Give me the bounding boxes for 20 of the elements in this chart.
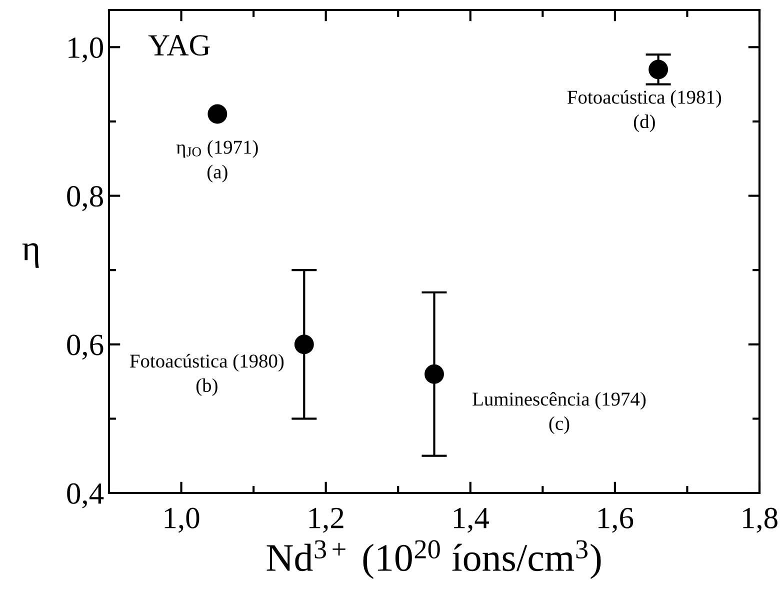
point xyxy=(648,60,668,80)
x-tick-label: 1,2 xyxy=(309,508,344,533)
x-tick-label: 1,0 xyxy=(164,508,200,533)
y-axis-title: η xyxy=(22,243,39,268)
point xyxy=(294,334,314,354)
y-tick-label: 0,6 xyxy=(67,334,104,360)
y-tick-label: 0,4 xyxy=(67,483,104,508)
annotation: Luminescência (1974) (c) xyxy=(472,392,646,434)
annotation: YAG xyxy=(148,35,210,56)
y-tick-label: 0,8 xyxy=(67,186,103,212)
x-axis-title: Nd$^{3+}$ (10$^{20}$ íons/cm$^{3}$) xyxy=(266,540,601,580)
x-tick-label: 1,8 xyxy=(743,508,778,533)
point xyxy=(424,364,444,384)
point xyxy=(208,104,228,124)
y-tick-label: 1,0 xyxy=(68,37,103,62)
annotation: η$_{JO}$ (1971) (a) xyxy=(176,140,258,182)
x-tick-label: 1,4 xyxy=(454,508,490,533)
annotation: Fotoacústica (1980) (b) xyxy=(130,354,284,396)
annotation: Fotoacústica (1981) (d) xyxy=(567,90,722,132)
x-tick-label: 1,6 xyxy=(598,508,634,533)
